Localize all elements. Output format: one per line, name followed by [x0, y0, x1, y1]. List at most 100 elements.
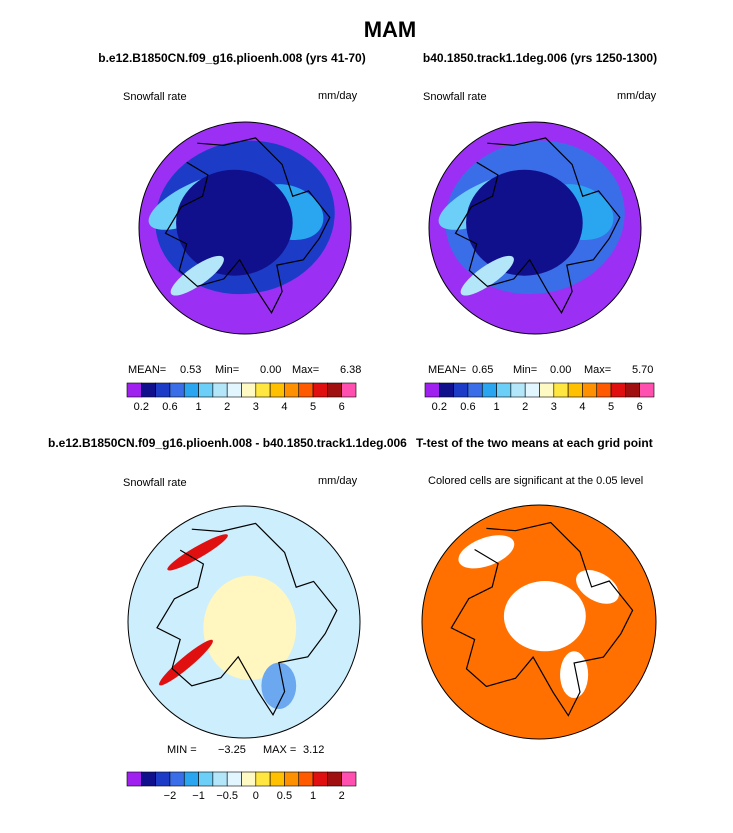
colorbar-box [553, 382, 569, 398]
colorbar-box [226, 382, 242, 398]
colorbar-label: 2 [224, 401, 230, 413]
colorbar-box [269, 771, 285, 787]
colorbar-box [183, 382, 199, 398]
colorbar-box [327, 382, 342, 398]
colorbar-label: 3 [551, 401, 557, 413]
stat-text: −3.25 [218, 744, 246, 756]
colorbar-label: 4 [281, 401, 287, 413]
map-border [127, 505, 361, 739]
colorbar-box [298, 771, 314, 787]
colorbar-label: 6 [339, 401, 345, 413]
colorbar-label: 2 [522, 401, 528, 413]
map-region [503, 581, 586, 652]
colorbar-label: −0.5 [216, 790, 238, 802]
panel-units: mm/day [617, 90, 657, 102]
colorbar-label: 2 [339, 790, 345, 802]
coastline [156, 522, 338, 717]
stat-text: MIN = [167, 744, 197, 756]
map-border [421, 504, 657, 740]
colorbar-box [567, 382, 583, 398]
colorbar-box [639, 382, 655, 398]
colorbar-box [169, 382, 185, 398]
colorbar-box [284, 382, 300, 398]
colorbar-label: 4 [579, 401, 585, 413]
colorbar-label: 6 [637, 401, 643, 413]
colorbar-box [312, 771, 328, 787]
panel-label: Colored cells are significant at the 0.0… [428, 475, 643, 487]
colorbar-box [169, 771, 185, 787]
colorbar-box [284, 771, 300, 787]
colorbar-box [341, 771, 357, 787]
panel-label: Snowfall rate [423, 91, 487, 103]
colorbar-box [255, 771, 271, 787]
colorbar-box [453, 382, 469, 398]
colorbar-box [183, 771, 199, 787]
colorbar-label: 1 [196, 401, 202, 413]
colorbar-box [126, 382, 142, 398]
colorbar-box [269, 382, 285, 398]
stat-text: Min= [215, 364, 239, 376]
colorbar-box [439, 382, 454, 398]
colorbar-box [341, 382, 357, 398]
colorbar-box [510, 382, 526, 398]
map-region [170, 255, 224, 296]
map-region [159, 639, 213, 686]
colorbar-box [241, 382, 257, 398]
colorbar-label: 3 [253, 401, 259, 413]
colorbar-box [298, 382, 314, 398]
panel-title: b.e12.B1850CN.f09_g16.plioenh.008 - b40.… [48, 436, 407, 450]
colorbar-box [255, 382, 271, 398]
colorbar-box [155, 771, 171, 787]
colorbar-label: −1 [192, 790, 205, 802]
colorbar-label: 0 [253, 790, 259, 802]
colorbar-box [610, 382, 626, 398]
colorbar-label: 5 [608, 401, 614, 413]
colorbar-label: 0.5 [277, 790, 292, 802]
colorbar-box [141, 771, 156, 787]
colorbar-label: 1 [310, 790, 316, 802]
colorbar-label: 0.2 [432, 401, 447, 413]
colorbar-box [539, 382, 555, 398]
colorbar-label: 1 [494, 401, 500, 413]
panel-units: mm/day [318, 475, 358, 487]
colorbar-label: 0.6 [460, 401, 475, 413]
coastline [454, 137, 621, 315]
colorbar-box [241, 771, 257, 787]
colorbar-label: 0.2 [134, 401, 149, 413]
stat-text: Max= [292, 364, 319, 376]
map-region [167, 534, 228, 571]
stat-text: 3.12 [303, 744, 324, 756]
colorbar-box [625, 382, 640, 398]
panel-title: T-test of the two means at each grid poi… [416, 436, 653, 450]
figure-title: MAM [364, 17, 417, 42]
colorbar-label: −2 [164, 790, 177, 802]
map-border [428, 121, 642, 335]
panel-label: Snowfall rate [123, 477, 187, 489]
map-region [203, 575, 297, 680]
panel-title: b40.1850.track1.1deg.006 (yrs 1250-1300) [423, 51, 657, 65]
colorbar-box [467, 382, 483, 398]
colorbar-box [212, 382, 228, 398]
colorbar-box [141, 382, 156, 398]
map-border [138, 121, 352, 335]
colorbar-box [524, 382, 540, 398]
colorbar-box [126, 771, 142, 787]
map-region [576, 570, 619, 604]
coastline [164, 137, 331, 315]
colorbar-box [424, 382, 440, 398]
map [422, 505, 656, 739]
colorbar-label: 0.6 [162, 401, 177, 413]
stat-text: 0.53 [180, 364, 201, 376]
stat-text: 6.38 [340, 364, 361, 376]
stat-text: 0.65 [472, 364, 493, 376]
map-region [261, 662, 297, 709]
stat-text: 0.00 [550, 364, 571, 376]
colorbar-box [596, 382, 612, 398]
stat-text: Max= [584, 364, 611, 376]
stat-text: Min= [513, 364, 537, 376]
map [429, 122, 641, 334]
panel-units: mm/day [318, 90, 358, 102]
stat-text: 0.00 [260, 364, 281, 376]
